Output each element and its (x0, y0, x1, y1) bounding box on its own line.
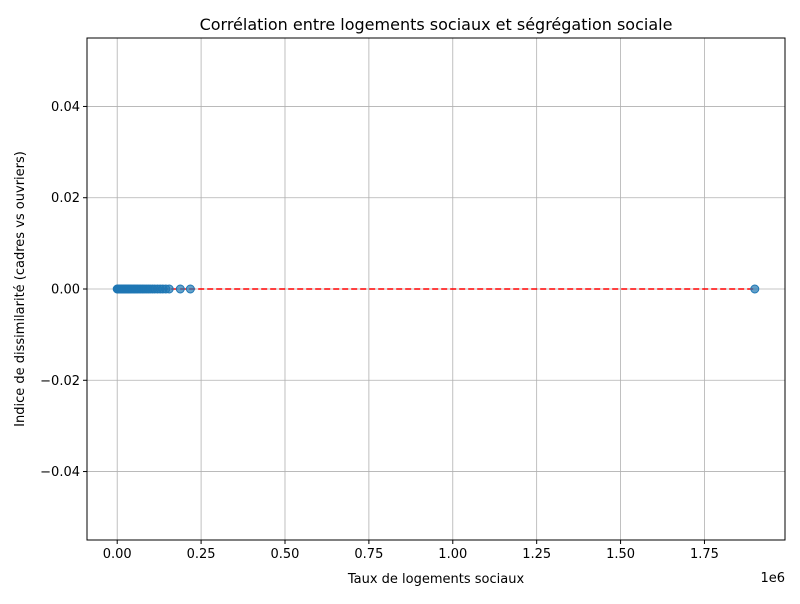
x-axis-offset-label: 1e6 (760, 571, 785, 586)
x-tick-label: 0.75 (354, 547, 383, 562)
x-tick-label: 1.00 (438, 547, 467, 562)
y-tick-label: 0.00 (51, 283, 80, 298)
x-tick-label: 0.50 (271, 547, 300, 562)
y-tick-label: −0.02 (40, 374, 80, 389)
y-tick-label: −0.04 (40, 465, 80, 480)
x-tick-label: 1.25 (522, 547, 551, 562)
data-points (112, 284, 760, 294)
x-tick-label: 1.50 (606, 547, 635, 562)
y-tick-label: 0.02 (51, 191, 80, 206)
data-point (164, 284, 174, 294)
x-axis-label: Taux de logements sociaux (347, 572, 525, 587)
y-axis-label: Indice de dissimilarité (cadres vs ouvri… (13, 151, 28, 427)
data-point (750, 284, 760, 294)
x-axis-ticks: 0.00 0.25 0.50 0.75 1.00 1.25 1.50 1.75 (103, 540, 719, 562)
data-point (185, 284, 195, 294)
y-axis-ticks: −0.04 −0.02 0.00 0.02 0.04 (40, 100, 87, 480)
chart-title: Corrélation entre logements sociaux et s… (200, 15, 673, 34)
data-point (175, 284, 185, 294)
x-tick-label: 0.25 (187, 547, 216, 562)
y-tick-label: 0.04 (51, 100, 80, 115)
x-tick-label: 1.75 (690, 547, 719, 562)
x-tick-label: 0.00 (103, 547, 132, 562)
